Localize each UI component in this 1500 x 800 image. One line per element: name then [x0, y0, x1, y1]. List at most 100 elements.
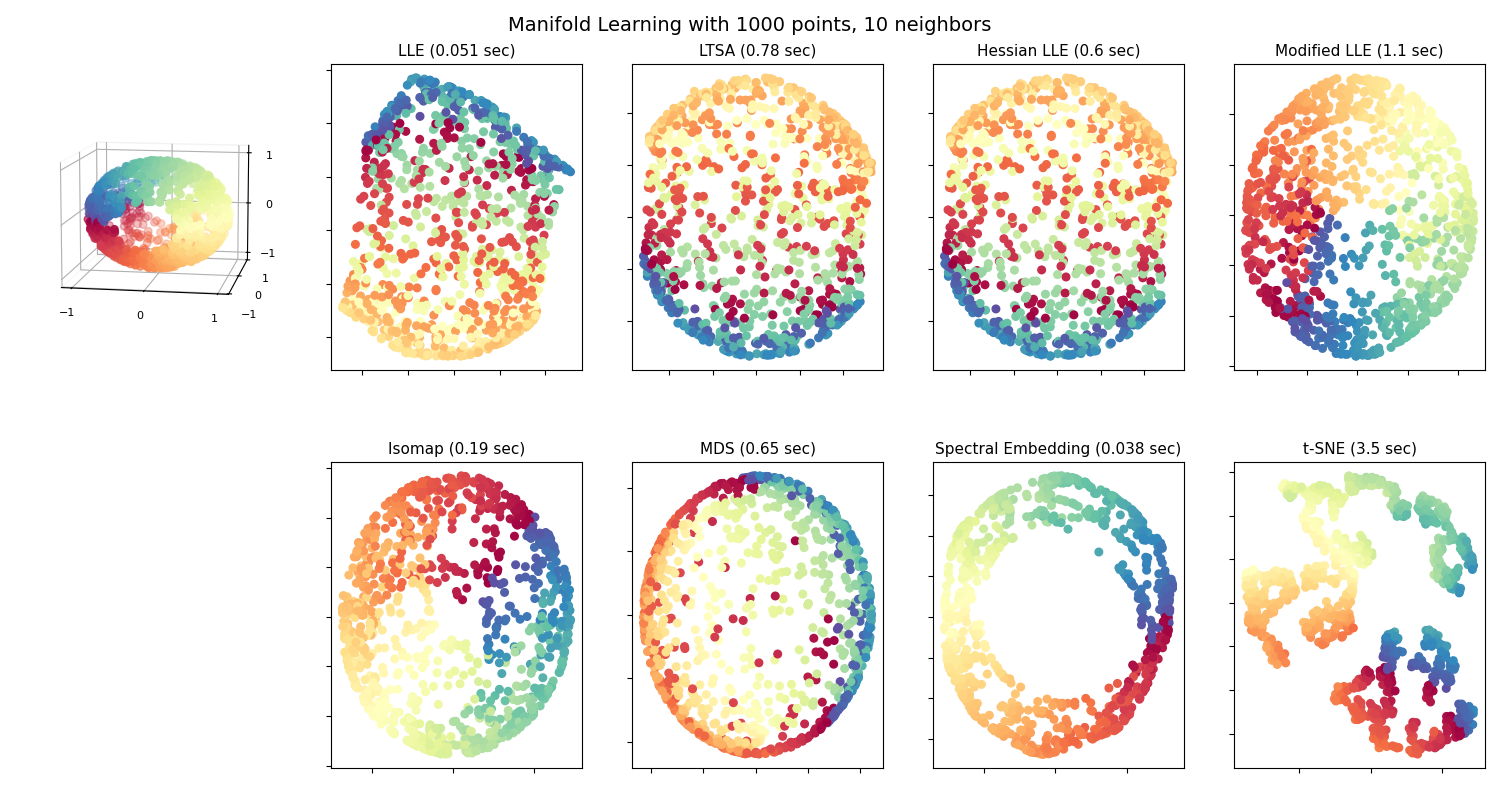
Point [822, 507, 846, 520]
Point [938, 605, 962, 618]
Point [724, 484, 748, 497]
Point [1242, 221, 1266, 234]
Point [332, 300, 356, 313]
Point [847, 262, 871, 274]
Point [1013, 343, 1036, 356]
Point [686, 723, 709, 736]
Point [1430, 544, 1454, 557]
Point [735, 744, 759, 757]
Point [770, 228, 794, 241]
Point [1042, 82, 1066, 95]
Point [470, 687, 494, 700]
Point [1323, 505, 1347, 518]
Point [1317, 334, 1341, 347]
Point [1431, 211, 1455, 224]
Point [1119, 503, 1143, 516]
Point [760, 334, 784, 346]
Point [981, 114, 1005, 126]
Point [1365, 475, 1389, 488]
Point [950, 572, 974, 585]
Point [1056, 717, 1080, 730]
Point [765, 553, 789, 566]
Point [448, 350, 472, 362]
Point [694, 333, 718, 346]
Point [398, 568, 422, 581]
Point [717, 334, 741, 346]
Point [1330, 687, 1354, 700]
Point [1124, 214, 1148, 227]
Point [345, 577, 369, 590]
Point [1130, 618, 1154, 631]
Point [1438, 662, 1462, 674]
Point [524, 309, 548, 322]
Point [351, 537, 375, 550]
Point [1000, 211, 1024, 224]
Point [682, 496, 706, 509]
Point [400, 714, 424, 727]
Point [754, 172, 778, 185]
Point [490, 275, 514, 288]
Point [532, 155, 556, 168]
Point [1022, 305, 1046, 318]
Point [686, 523, 709, 536]
Point [777, 201, 801, 214]
Point [1432, 734, 1456, 746]
Point [1089, 85, 1113, 98]
Point [852, 175, 876, 188]
Point [1338, 595, 1362, 608]
Point [712, 275, 736, 288]
Point [1406, 748, 1429, 761]
Point [664, 145, 688, 158]
Point [1335, 696, 1359, 709]
Point [543, 153, 567, 166]
Point [836, 150, 860, 162]
Point [678, 595, 702, 608]
Point [1390, 497, 1414, 510]
Point [1305, 234, 1329, 247]
Point [954, 522, 978, 534]
Point [951, 689, 975, 702]
Point [821, 245, 844, 258]
Point [489, 332, 513, 345]
Point [474, 614, 498, 626]
Point [540, 205, 564, 218]
Point [372, 202, 396, 215]
Point [1461, 213, 1485, 226]
Point [388, 558, 412, 571]
Point [1028, 747, 1051, 760]
Point [1130, 605, 1154, 618]
Point [413, 294, 436, 307]
Point [362, 676, 386, 689]
Point [1334, 693, 1358, 706]
Point [843, 143, 867, 156]
Point [441, 113, 465, 126]
Point [852, 569, 876, 582]
Point [970, 502, 994, 515]
Point [441, 738, 465, 750]
Point [718, 532, 742, 545]
Point [1058, 329, 1082, 342]
Point [801, 695, 825, 708]
Point [372, 137, 396, 150]
Point [730, 162, 754, 174]
Point [1420, 219, 1444, 232]
Point [366, 705, 390, 718]
Point [514, 321, 538, 334]
Point [939, 662, 963, 675]
Point [514, 272, 538, 285]
Point [1401, 310, 1425, 323]
Point [945, 610, 969, 622]
Point [357, 702, 381, 715]
Point [1428, 655, 1452, 668]
Point [480, 542, 504, 554]
Point [363, 130, 387, 143]
Point [846, 298, 870, 311]
Point [1407, 101, 1431, 114]
Point [964, 626, 988, 638]
Point [503, 646, 526, 658]
Point [1262, 166, 1286, 179]
Point [957, 302, 981, 314]
Point [424, 144, 448, 157]
Point [788, 499, 812, 512]
Point [784, 240, 808, 253]
